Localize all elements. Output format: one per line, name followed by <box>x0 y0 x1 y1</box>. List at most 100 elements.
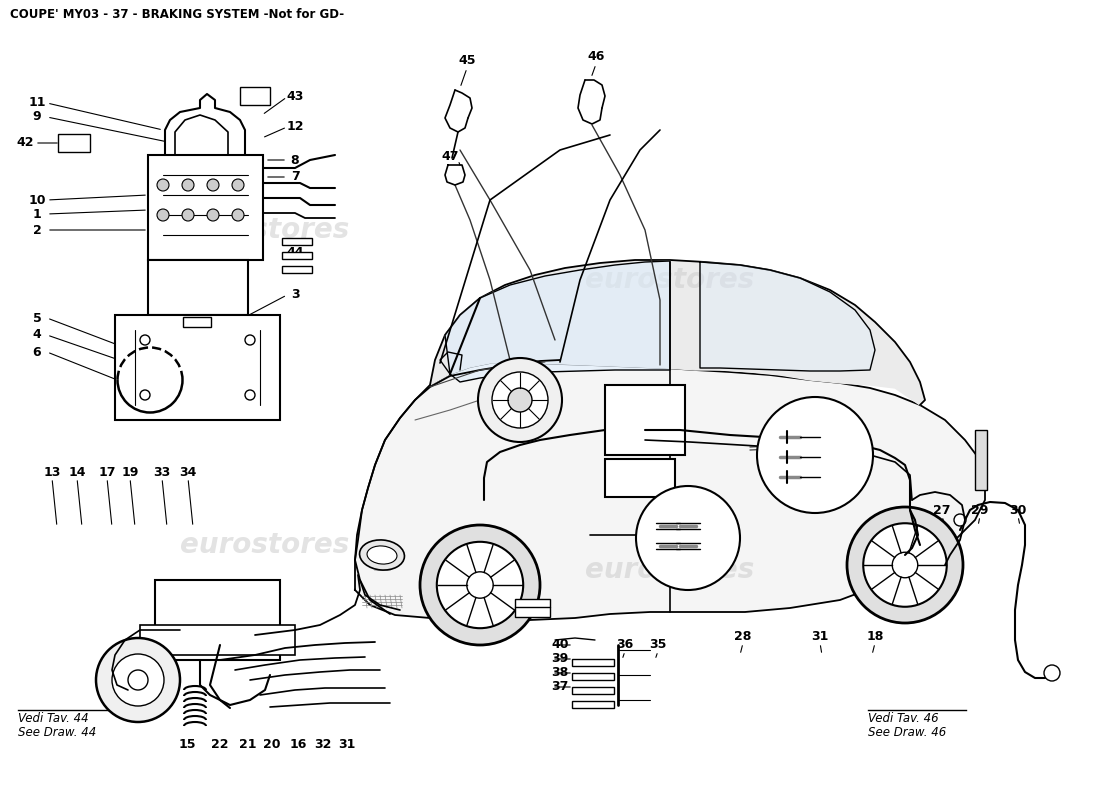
Text: 45: 45 <box>459 54 475 66</box>
Circle shape <box>207 179 219 191</box>
Polygon shape <box>430 260 925 405</box>
Text: See Draw. 44: See Draw. 44 <box>18 726 97 738</box>
Text: eurostores: eurostores <box>585 556 755 584</box>
Text: 23: 23 <box>683 546 701 559</box>
Circle shape <box>1044 665 1060 681</box>
Text: 31: 31 <box>812 630 828 643</box>
Text: 37: 37 <box>551 681 569 694</box>
Circle shape <box>508 388 532 412</box>
Circle shape <box>636 486 740 590</box>
Text: 14: 14 <box>68 466 86 478</box>
Ellipse shape <box>360 540 405 570</box>
Text: eurostores: eurostores <box>180 531 350 559</box>
Circle shape <box>892 552 917 578</box>
Text: 44: 44 <box>286 246 304 258</box>
Text: 35: 35 <box>649 638 667 651</box>
Text: 11: 11 <box>29 97 46 110</box>
Text: Vedi Tav. 44: Vedi Tav. 44 <box>18 711 89 725</box>
Circle shape <box>96 638 180 722</box>
Bar <box>572 673 614 680</box>
Text: 24: 24 <box>835 441 852 454</box>
Text: 36: 36 <box>616 638 634 651</box>
Text: 32: 32 <box>315 738 332 751</box>
Text: 15: 15 <box>178 738 196 751</box>
Circle shape <box>128 670 148 690</box>
Bar <box>282 238 312 245</box>
Bar <box>515 599 550 617</box>
Bar <box>148 155 263 260</box>
Text: 11: 11 <box>659 534 676 546</box>
Text: 26: 26 <box>843 423 860 437</box>
Text: 12: 12 <box>663 511 681 525</box>
Text: 21: 21 <box>240 738 256 751</box>
Bar <box>572 659 614 666</box>
Circle shape <box>478 358 562 442</box>
Text: 3: 3 <box>290 289 299 302</box>
Circle shape <box>232 209 244 221</box>
Circle shape <box>182 179 194 191</box>
Text: 23: 23 <box>838 470 856 483</box>
Text: 43: 43 <box>286 90 304 103</box>
Bar <box>605 385 685 455</box>
Text: See Draw. 46: See Draw. 46 <box>868 726 946 738</box>
Circle shape <box>245 335 255 345</box>
Circle shape <box>847 507 962 623</box>
Bar <box>140 625 295 655</box>
Text: 12: 12 <box>286 121 304 134</box>
Text: 34: 34 <box>179 466 197 478</box>
Text: 29: 29 <box>971 503 989 517</box>
Text: 39: 39 <box>551 653 569 666</box>
Text: 30: 30 <box>1010 503 1026 517</box>
Circle shape <box>140 390 150 400</box>
Text: 1: 1 <box>33 207 42 221</box>
Bar <box>240 87 270 105</box>
Text: 8: 8 <box>290 154 299 166</box>
Bar <box>282 266 312 273</box>
Text: 5: 5 <box>33 311 42 325</box>
Circle shape <box>420 525 540 645</box>
Text: 24: 24 <box>691 501 708 514</box>
Bar <box>116 315 280 420</box>
Bar <box>155 580 280 660</box>
Bar <box>605 459 675 497</box>
Text: 31: 31 <box>339 738 355 751</box>
Text: 27: 27 <box>933 503 950 517</box>
Polygon shape <box>446 261 670 382</box>
Text: 2: 2 <box>33 223 42 237</box>
Bar <box>975 430 987 490</box>
Circle shape <box>864 523 947 606</box>
Text: eurostores: eurostores <box>180 216 350 244</box>
Circle shape <box>207 209 219 221</box>
Circle shape <box>437 542 524 628</box>
Text: 7: 7 <box>290 170 299 183</box>
Text: 47: 47 <box>441 150 459 163</box>
Text: 22: 22 <box>211 738 229 751</box>
Text: 4: 4 <box>33 329 42 342</box>
Text: 16: 16 <box>289 738 307 751</box>
Text: 17: 17 <box>98 466 116 478</box>
Circle shape <box>245 390 255 400</box>
Bar <box>58 134 90 152</box>
Ellipse shape <box>367 546 397 564</box>
Text: 9: 9 <box>33 110 42 123</box>
Text: Vedi Tav. 46: Vedi Tav. 46 <box>868 711 938 725</box>
Text: 40: 40 <box>551 638 569 651</box>
Text: 28: 28 <box>735 630 751 643</box>
Text: 46: 46 <box>587 50 605 63</box>
Circle shape <box>140 335 150 345</box>
Bar <box>572 687 614 694</box>
Text: 19: 19 <box>121 466 139 478</box>
Text: 18: 18 <box>867 630 883 643</box>
Circle shape <box>157 179 169 191</box>
Text: 13: 13 <box>43 466 60 478</box>
Text: 6: 6 <box>33 346 42 358</box>
Circle shape <box>232 179 244 191</box>
Bar <box>572 701 614 708</box>
Circle shape <box>182 209 194 221</box>
Text: COUPE' MY03 - 37 - BRAKING SYSTEM -Not for GD-: COUPE' MY03 - 37 - BRAKING SYSTEM -Not f… <box>10 8 344 21</box>
Text: eurostores: eurostores <box>585 266 755 294</box>
Bar <box>183 317 211 327</box>
Text: 10: 10 <box>29 194 46 206</box>
Text: 41: 41 <box>521 599 539 613</box>
Circle shape <box>112 654 164 706</box>
